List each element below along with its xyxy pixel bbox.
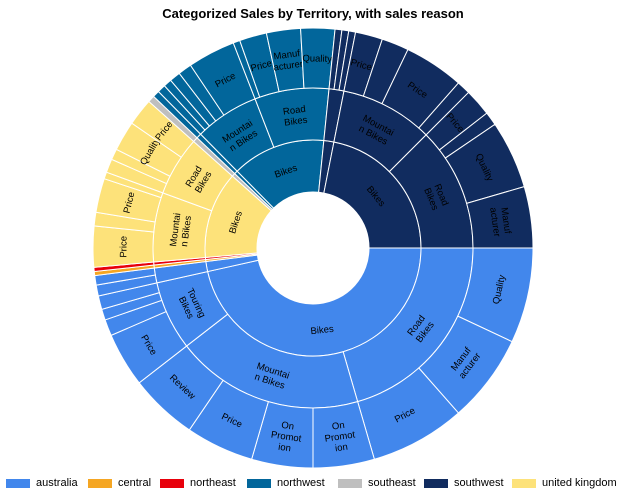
legend-swatch: [338, 479, 362, 488]
legend-label: northeast: [190, 477, 236, 489]
legend-label: australia: [36, 477, 78, 489]
segment-united-kingdom-reason-label: Price: [118, 236, 129, 258]
legend-swatch: [247, 479, 271, 488]
segment-australia-category-label: Bikes: [310, 324, 335, 338]
legend-swatch: [512, 479, 536, 488]
segment-united-kingdom-subcategory-label: Mountain Bikes: [168, 212, 194, 248]
legend-label: united kingdom: [542, 477, 617, 489]
legend-label: southeast: [368, 477, 416, 489]
legend-label: central: [118, 477, 152, 489]
segment-australia-reason-label: OnPromotion: [322, 419, 357, 456]
segment-southwest-reason: [466, 186, 534, 249]
segment-southwest-reason-label: Price: [349, 57, 373, 73]
segment-southwest-reason-label: Manufacturer: [487, 205, 513, 237]
chart-legend: australia central northeast northwest southe…: [0, 474, 626, 494]
legend-label: northwest: [277, 477, 325, 489]
legend-swatch: [6, 479, 30, 488]
segment-northwest-reason-label: Manufacturer: [271, 48, 303, 74]
legend-swatch: [424, 479, 448, 488]
legend-swatch: [88, 479, 112, 488]
chart-title: Categorized Sales by Territory, with sal…: [162, 6, 464, 21]
segment-united-kingdom-reason-label: Price: [122, 191, 138, 215]
legend-label: southwest: [454, 477, 504, 489]
legend-swatch: [160, 479, 184, 488]
segment-northwest-subcategory-label: RoadBikes: [282, 104, 308, 129]
segment-northwest-reason-label: Quality: [302, 53, 332, 65]
sunburst-chart: Bikes RoadBikesQualityManufacturerPriceMo…: [92, 27, 534, 469]
segment-australia-reason-label: OnPromotion: [269, 419, 304, 456]
